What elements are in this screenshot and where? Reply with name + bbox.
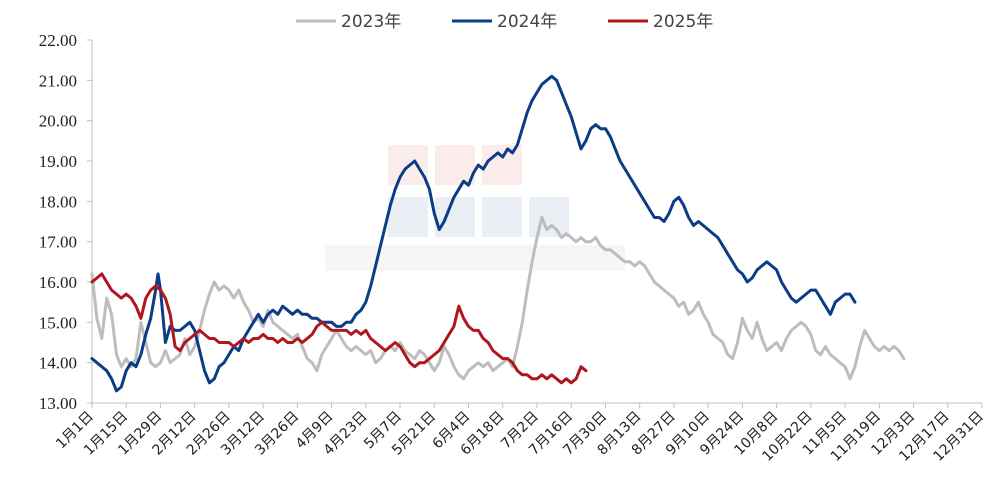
- series-layer: [90, 74, 906, 393]
- series-line-1: [90, 216, 906, 381]
- y-tick-label: 15.00: [39, 313, 77, 332]
- watermark: [325, 145, 625, 271]
- y-tick-label: 14.00: [39, 354, 77, 373]
- y-tick-label: 19.00: [39, 152, 77, 171]
- legend-label-3: 2025年: [653, 12, 713, 32]
- y-tick-label: 16.00: [39, 273, 77, 292]
- y-tick-label: 20.00: [39, 112, 77, 131]
- y-tick-label: 21.00: [39, 71, 77, 90]
- series-line-2: [90, 74, 857, 393]
- legend: 2023年 2024年 2025年: [296, 12, 713, 32]
- series-line-3: [90, 272, 588, 385]
- y-tick-label: 22.00: [39, 31, 77, 50]
- y-tick-label: 18.00: [39, 192, 77, 211]
- y-tick-label: 17.00: [39, 233, 77, 252]
- legend-label-2: 2024年: [497, 12, 557, 32]
- y-tick-label: 13.00: [39, 394, 77, 413]
- legend-label-1: 2023年: [341, 12, 401, 32]
